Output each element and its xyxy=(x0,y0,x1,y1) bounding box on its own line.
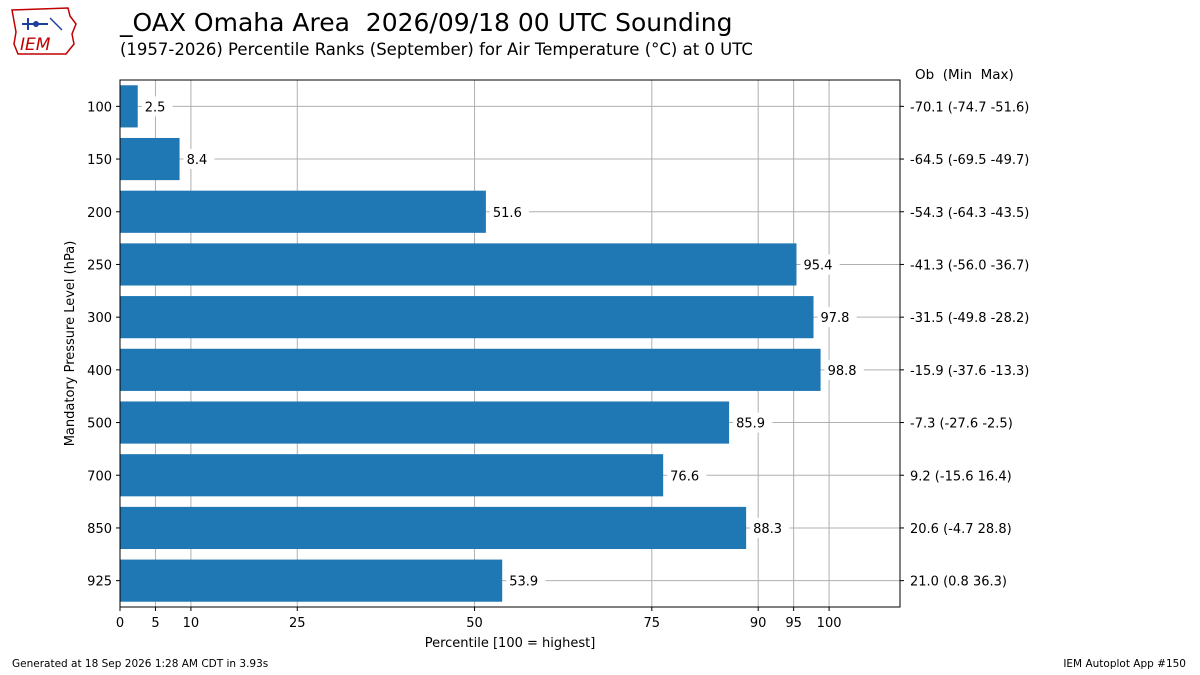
bar xyxy=(120,401,730,444)
y-tick-label: 100 xyxy=(87,100,112,115)
data-label-bg xyxy=(817,307,857,328)
y-tick-label: 300 xyxy=(87,311,112,326)
iem-logo: IEM xyxy=(8,4,80,60)
y-axis-label: Mandatory Pressure Level (hPa) xyxy=(63,241,78,447)
data-label: 8.4 xyxy=(187,153,208,168)
ob-label: 21.0 (0.8 36.3) xyxy=(910,575,1007,590)
data-label: 88.3 xyxy=(753,522,782,537)
logo-text: IEM xyxy=(20,35,51,55)
data-label-bg xyxy=(824,359,864,380)
y-tick-label: 500 xyxy=(87,417,112,432)
chart-subtitle: (1957-2026) Percentile Ranks (September)… xyxy=(120,40,753,59)
data-label: 97.8 xyxy=(820,311,849,326)
data-label: 95.4 xyxy=(803,258,832,273)
data-label-bg xyxy=(489,201,530,222)
ob-label: -41.3 (-56.0 -36.7) xyxy=(910,258,1029,273)
x-axis-label: Percentile [100 = highest] xyxy=(425,636,596,651)
x-tick-label: 95 xyxy=(785,616,802,631)
bar xyxy=(120,243,797,286)
data-label-bg xyxy=(667,465,707,486)
ob-label: -64.5 (-69.5 -49.7) xyxy=(910,153,1029,168)
data-label: 51.6 xyxy=(493,206,522,221)
data-label-bg xyxy=(800,254,840,275)
x-tick-label: 90 xyxy=(750,616,767,631)
data-label-bg xyxy=(733,412,773,433)
y-tick-label: 850 xyxy=(87,522,112,537)
data-label: 53.9 xyxy=(509,575,538,590)
y-tick-label: 150 xyxy=(87,153,112,168)
y-tick-label: 250 xyxy=(87,258,112,273)
data-label-bg xyxy=(506,570,546,591)
bar xyxy=(120,190,486,233)
data-label: 76.6 xyxy=(670,469,699,484)
x-tick-label: 50 xyxy=(466,616,483,631)
bar xyxy=(120,348,821,391)
y-tick-label: 400 xyxy=(87,364,112,379)
ob-column-header: Ob (Min Max) xyxy=(915,67,1014,83)
ob-label: -7.3 (-27.6 -2.5) xyxy=(910,417,1013,432)
iowa-map-icon: IEM xyxy=(11,7,77,55)
data-label-bg xyxy=(183,149,215,170)
generated-footer: Generated at 18 Sep 2026 1:28 AM CDT in … xyxy=(12,658,269,670)
bar xyxy=(120,559,503,602)
x-tick-label: 0 xyxy=(116,616,124,631)
plot-frame xyxy=(119,79,901,608)
x-tick-label: 25 xyxy=(289,616,306,631)
chart-title: _OAX Omaha Area 2026/09/18 00 UTC Soundi… xyxy=(120,8,733,37)
bar xyxy=(120,296,814,339)
x-tick-label: 5 xyxy=(151,616,159,631)
ob-label: 20.6 (-4.7 28.8) xyxy=(910,522,1012,537)
x-tick-label: 100 xyxy=(817,616,842,631)
bar xyxy=(120,85,138,128)
x-tick-label: 75 xyxy=(644,616,661,631)
data-label: 2.5 xyxy=(145,100,166,115)
data-label: 85.9 xyxy=(736,417,765,432)
data-label: 98.8 xyxy=(828,364,857,379)
x-tick-label: 10 xyxy=(183,616,200,631)
ob-label: -70.1 (-74.7 -51.6) xyxy=(910,100,1029,115)
ob-label: -54.3 (-64.3 -43.5) xyxy=(910,206,1029,221)
ob-label: 9.2 (-15.6 16.4) xyxy=(910,469,1012,484)
data-label-bg xyxy=(750,517,790,538)
ob-label: -15.9 (-37.6 -13.3) xyxy=(910,364,1029,379)
bar xyxy=(120,454,664,497)
y-tick-label: 700 xyxy=(87,469,112,484)
app-footer: IEM Autoplot App #150 xyxy=(1063,658,1186,670)
bar xyxy=(120,506,747,550)
bar xyxy=(120,137,180,181)
y-tick-label: 925 xyxy=(87,575,112,590)
data-label-bg xyxy=(141,96,173,117)
y-tick-label: 200 xyxy=(87,206,112,221)
ob-label: -31.5 (-49.8 -28.2) xyxy=(910,311,1029,326)
